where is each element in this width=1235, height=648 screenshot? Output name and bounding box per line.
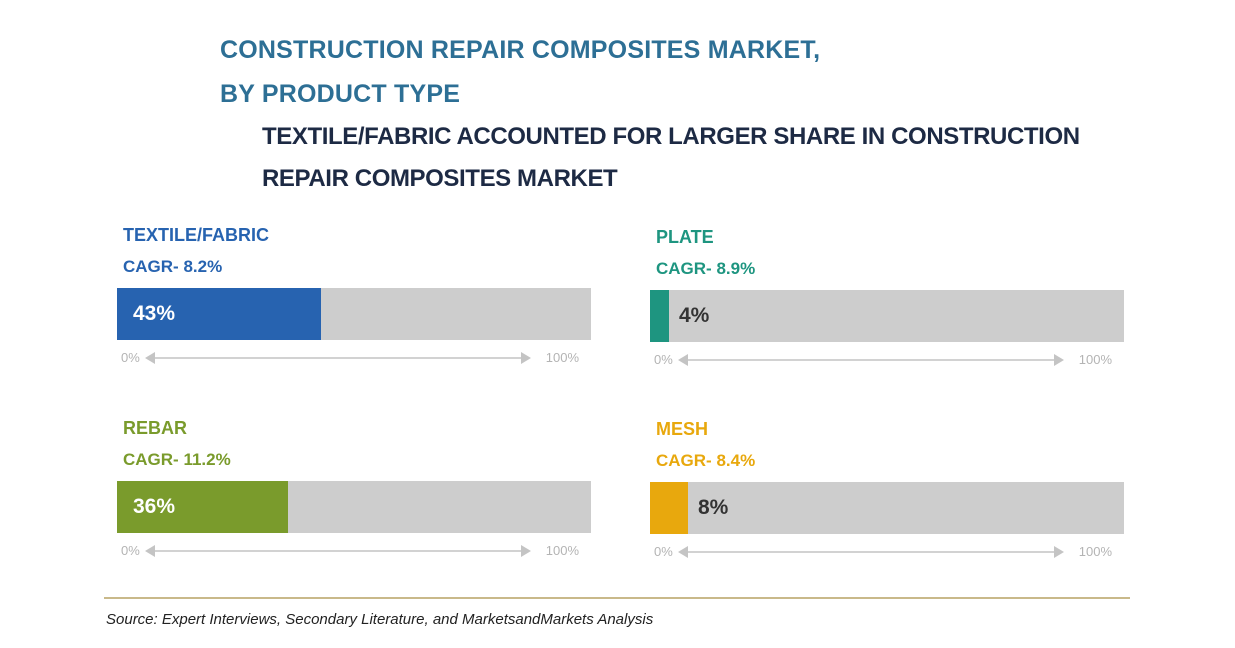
panel-rebar: REBAR CAGR- 11.2% 36% 0% 100% [117,417,591,567]
bar-track: 4% [650,290,1124,342]
chart-subtitle: TEXTILE/FABRIC ACCOUNTED FOR LARGER SHAR… [262,116,1080,200]
axis-max-label: 100% [1078,352,1112,367]
bar-track: 36% [117,481,591,533]
cagr-label: CAGR- 11.2% [123,450,231,469]
bar-axis: 0% 100% [117,541,591,561]
footer-divider [104,597,1130,599]
bar-fill [650,482,688,534]
chart-subtitle-line-2: REPAIR COMPOSITES MARKET [262,165,618,192]
category-label: PLATE [656,227,714,247]
chart-title-line-2: BY PRODUCT TYPE [220,80,461,108]
axis-max-label: 100% [1078,544,1112,559]
bar-axis: 0% 100% [650,350,1124,370]
bar-value-label: 8% [698,496,729,519]
axis-min-label: 0% [121,350,140,365]
axis-max-label: 100% [545,543,579,558]
double-arrow-icon [145,545,531,557]
category-label: TEXTILE/FABRIC [123,225,270,245]
double-arrow-icon [145,352,531,364]
chart-title: CONSTRUCTION REPAIR COMPOSITES MARKET, B… [220,28,820,116]
panel-mesh: MESH CAGR- 8.4% 8% 0% 100% [650,418,1124,568]
bar-value-label: 4% [679,304,710,327]
chart-title-line-1: CONSTRUCTION REPAIR COMPOSITES MARKET, [220,36,821,64]
cagr-label: CAGR- 8.4% [656,451,756,470]
double-arrow-icon [678,354,1064,366]
bar-fill [117,288,321,340]
panel-textile-fabric: TEXTILE/FABRIC CAGR- 8.2% 43% 0% 100% [117,224,591,374]
bar-fill [117,481,288,533]
panel-plate: PLATE CAGR- 8.9% 4% 0% 100% [650,226,1124,376]
double-arrow-icon [678,546,1064,558]
bar-axis: 0% 100% [650,542,1124,562]
axis-max-label: 100% [545,350,579,365]
bar-value-label: 43% [133,302,176,325]
axis-min-label: 0% [654,544,673,559]
bar-axis: 0% 100% [117,348,591,368]
bar-fill [650,290,669,342]
chart-subtitle-line-1: TEXTILE/FABRIC ACCOUNTED FOR LARGER SHAR… [262,123,1080,150]
cagr-label: CAGR- 8.2% [123,257,223,276]
category-label: REBAR [123,418,188,438]
cagr-label: CAGR- 8.9% [656,259,756,278]
category-label: MESH [656,419,709,439]
bar-value-label: 36% [133,495,176,518]
bar-track: 8% [650,482,1124,534]
source-note: Source: Expert Interviews, Secondary Lit… [106,611,654,628]
axis-min-label: 0% [654,352,673,367]
axis-min-label: 0% [121,543,140,558]
bar-track: 43% [117,288,591,340]
